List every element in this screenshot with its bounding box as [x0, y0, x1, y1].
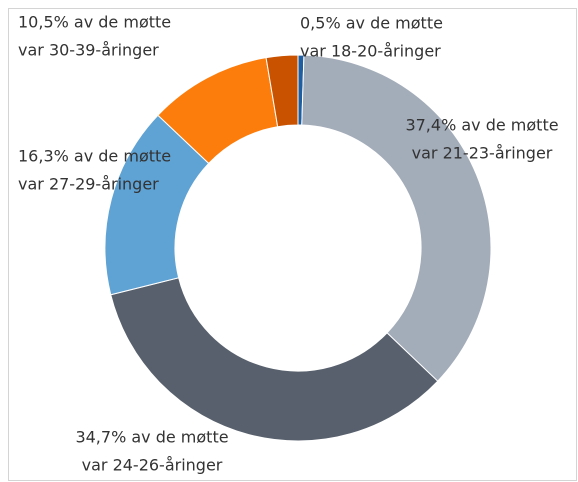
slice-category-label: var 27-29-åringer	[18, 175, 159, 194]
slice-category-label: var 30-39-åringer	[18, 41, 159, 60]
donut-slice	[265, 54, 299, 128]
donut-slice	[301, 54, 492, 382]
donut-slice	[110, 277, 439, 442]
slice-category-label: var 21-23-åringer	[412, 144, 553, 163]
slice-category-label: var 24-26-åringer	[82, 456, 223, 475]
slice-category-label: var 18-20-åringer	[300, 42, 441, 61]
slice-value-label: 37,4% av de møtte	[405, 116, 558, 135]
slice-value-label: 0,5% av de møtte	[300, 14, 443, 33]
slice-value-label: 34,7% av de møtte	[75, 428, 228, 447]
slice-value-label: 16,3% av de møtte	[18, 147, 171, 166]
slice-value-label: 10,5% av de møtte	[18, 13, 171, 32]
